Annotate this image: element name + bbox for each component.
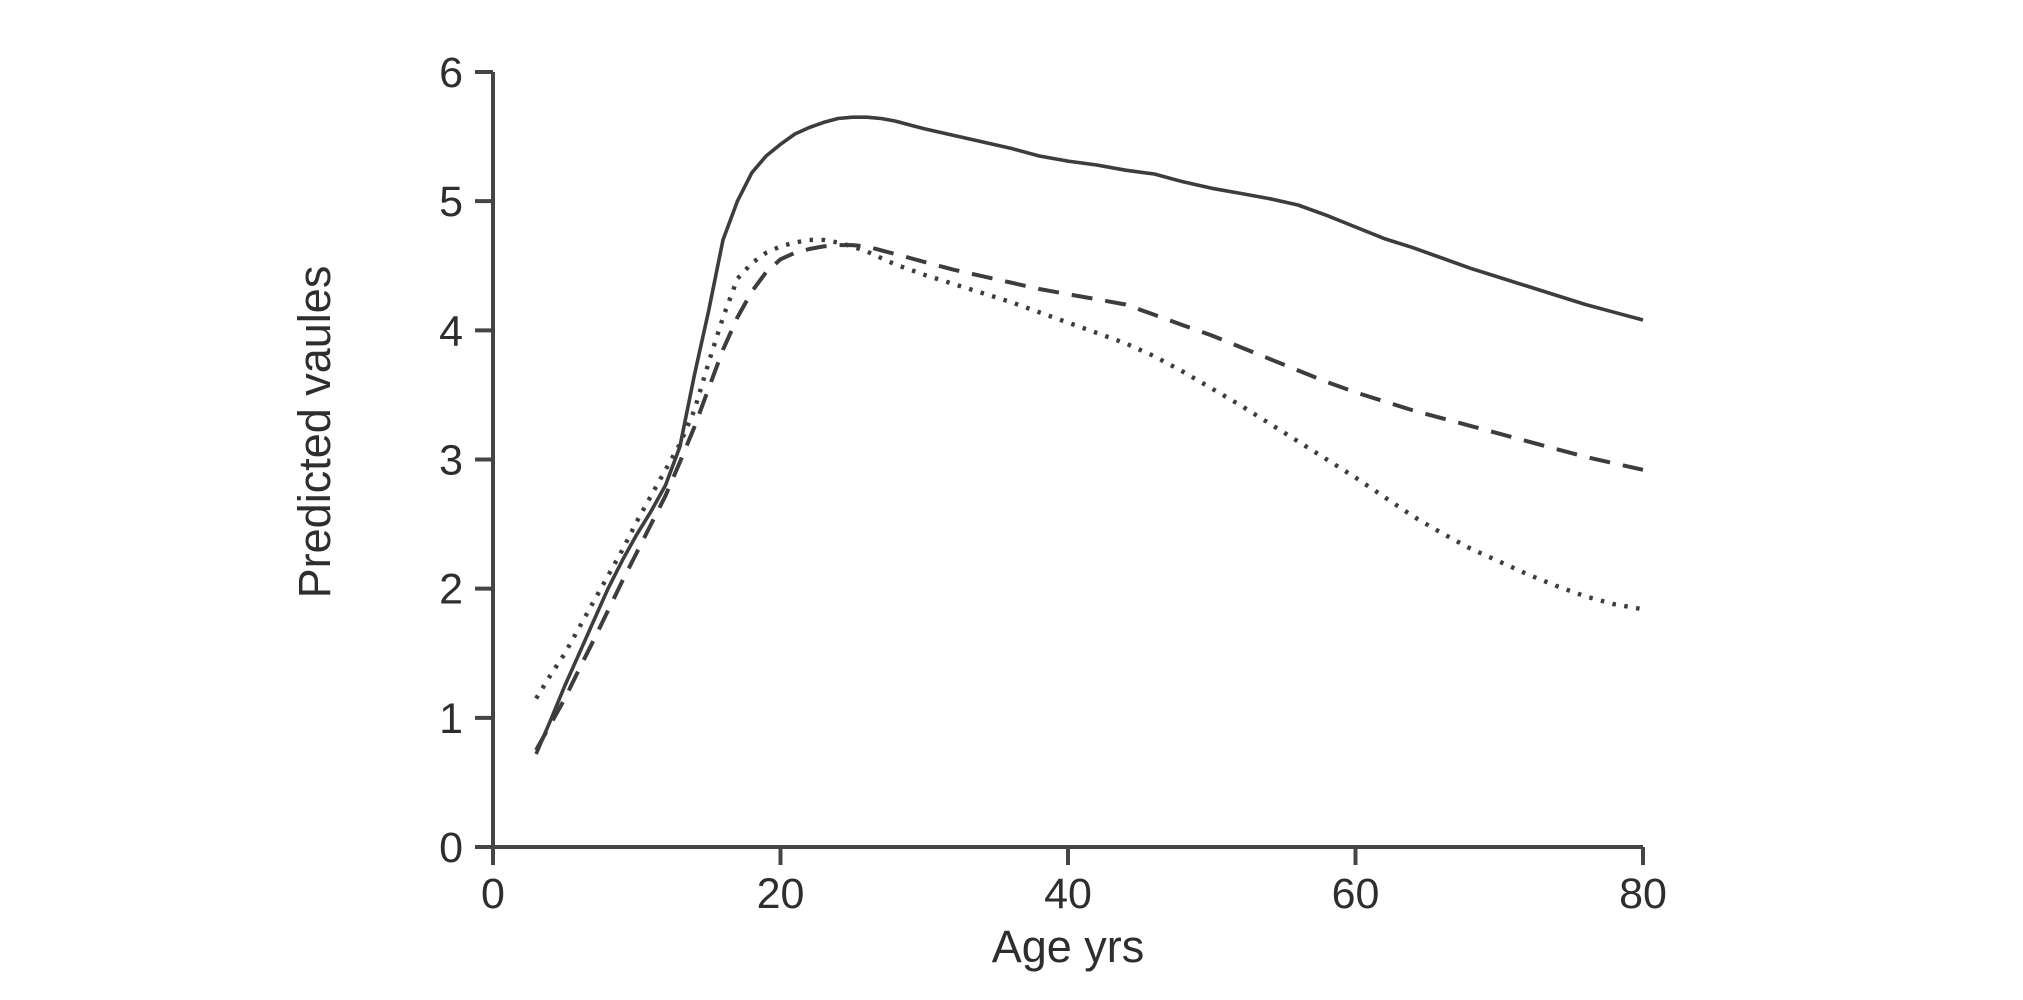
y-tick-label: 6 bbox=[439, 49, 463, 97]
x-tick-label: 40 bbox=[1044, 870, 1092, 918]
y-tick-label: 2 bbox=[439, 566, 463, 614]
x-tick-label: 0 bbox=[481, 870, 505, 918]
y-tick-label: 0 bbox=[439, 824, 463, 872]
x-axis-title: Age yrs bbox=[992, 921, 1145, 972]
y-tick-label: 1 bbox=[439, 695, 463, 743]
dashed-curve bbox=[534, 243, 1644, 752]
axis-spines bbox=[491, 72, 1643, 849]
y-tick-label: 5 bbox=[439, 178, 463, 226]
axes-layer bbox=[475, 70, 1645, 865]
solid-curve bbox=[534, 115, 1644, 755]
x-tick-label: 60 bbox=[1332, 870, 1380, 918]
series-layer bbox=[534, 115, 1644, 755]
x-tick-label: 20 bbox=[757, 870, 805, 918]
dotted-curve bbox=[534, 237, 1644, 700]
x-tick-label: 80 bbox=[1619, 870, 1667, 918]
y-tick-label: 4 bbox=[439, 307, 463, 355]
y-tick-label: 3 bbox=[439, 437, 463, 485]
y-axis-title: Predicted vaules bbox=[289, 266, 340, 599]
